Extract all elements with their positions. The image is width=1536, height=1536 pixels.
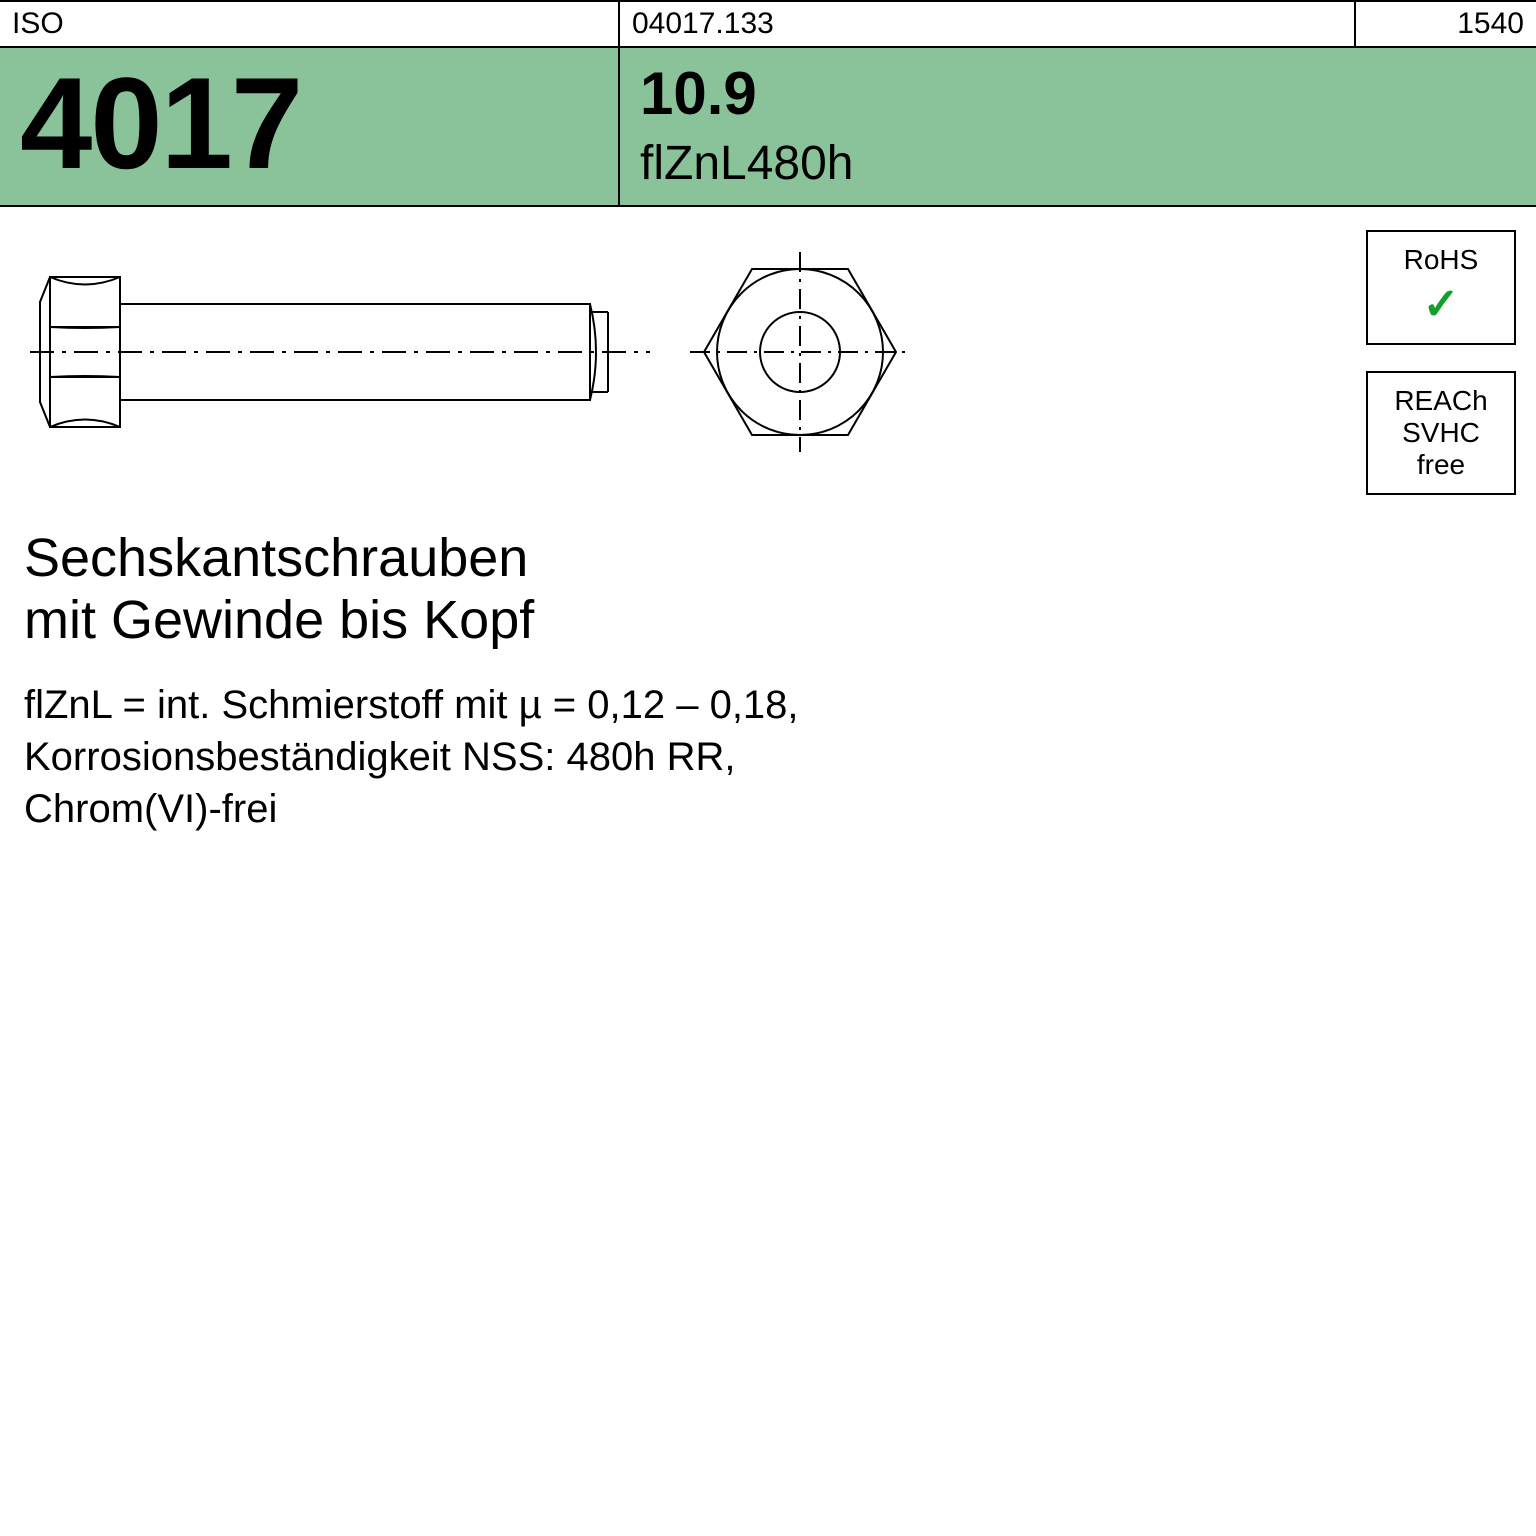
- bolt-diagram-icon: [30, 237, 930, 467]
- coating-code: flZnL480h: [640, 136, 1516, 191]
- standard-number: 4017: [20, 58, 598, 188]
- rohs-badge: RoHS ✓: [1366, 230, 1516, 345]
- product-name-line2: mit Gewinde bis Kopf: [24, 589, 1512, 651]
- product-name-line1: Sechskantschrauben: [24, 527, 1512, 589]
- rohs-label: RoHS: [1404, 244, 1479, 275]
- standard-spec-cell: 10.9 flZnL480h: [620, 48, 1536, 205]
- check-icon: ✓: [1376, 280, 1506, 331]
- reach-line3: free: [1417, 449, 1465, 480]
- reach-line1: REACh: [1394, 385, 1487, 416]
- header-page-code: 1540: [1356, 2, 1536, 46]
- description-block: Sechskantschrauben mit Gewinde bis Kopf …: [0, 527, 1536, 835]
- spec-line-3: Chrom(VI)-frei: [24, 783, 1512, 835]
- standard-number-cell: 4017: [0, 48, 620, 205]
- compliance-badges: RoHS ✓ REACh SVHC free: [1366, 230, 1536, 521]
- reach-line2: SVHC: [1402, 417, 1480, 448]
- spec-line-1: flZnL = int. Schmierstoff mit µ = 0,12 –…: [24, 679, 1512, 731]
- diagram-area: [0, 207, 1536, 487]
- reach-badge: REACh SVHC free: [1366, 371, 1516, 496]
- spec-line-2: Korrosionsbeständigkeit NSS: 480h RR,: [24, 731, 1512, 783]
- header-row: ISO 04017.133 1540: [0, 0, 1536, 48]
- standard-info-row: 4017 10.9 flZnL480h: [0, 48, 1536, 207]
- header-article-code: 04017.133: [620, 2, 1356, 46]
- header-standard-org: ISO: [0, 2, 620, 46]
- strength-grade: 10.9: [640, 64, 1516, 124]
